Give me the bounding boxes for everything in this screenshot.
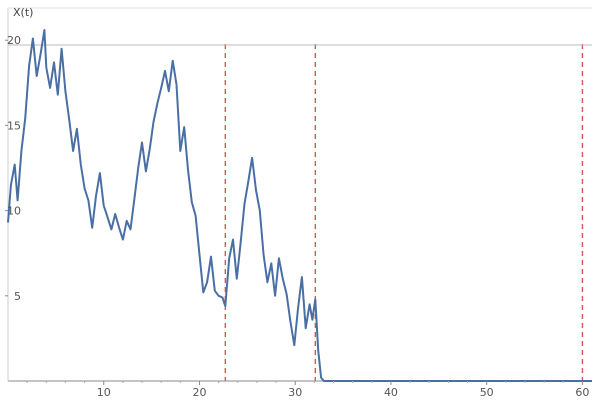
y-tick-label: 10 — [7, 205, 21, 218]
x-tick-label: 40 — [384, 386, 398, 399]
series-line — [7, 29, 592, 382]
y-tick-label: 15 — [7, 119, 21, 132]
y-tick-label: 5 — [14, 290, 21, 303]
x-tick-label: 20 — [192, 386, 206, 399]
x-tick-label: 30 — [288, 386, 302, 399]
y-tick-label: 20 — [7, 34, 21, 47]
x-tick-label: 10 — [97, 386, 111, 399]
y-axis-title: X(t) — [13, 6, 33, 19]
x-tick-label: 50 — [480, 386, 494, 399]
x-tick-label: 60 — [575, 386, 589, 399]
